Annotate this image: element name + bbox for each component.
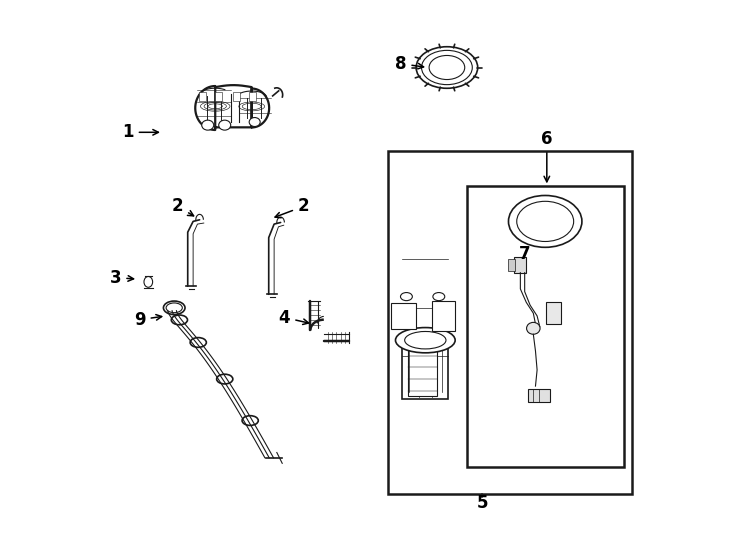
Ellipse shape	[396, 328, 455, 353]
Bar	[233, 92, 240, 102]
Bar	[432, 301, 455, 331]
Ellipse shape	[249, 118, 260, 126]
Bar	[408, 350, 437, 396]
Text: 5: 5	[476, 494, 488, 512]
Bar	[467, 186, 623, 467]
Ellipse shape	[202, 120, 214, 130]
Text: 4: 4	[279, 308, 308, 327]
Bar	[199, 92, 206, 102]
Bar	[391, 303, 416, 329]
Ellipse shape	[517, 201, 574, 241]
Text: 2: 2	[275, 197, 310, 218]
Bar	[514, 256, 526, 273]
Bar	[215, 92, 222, 102]
Bar	[528, 389, 550, 402]
Bar	[546, 302, 562, 324]
Bar	[402, 340, 448, 399]
Ellipse shape	[219, 120, 230, 130]
Ellipse shape	[526, 322, 540, 334]
Text: 7: 7	[519, 245, 531, 263]
Text: 3: 3	[109, 268, 134, 287]
Text: 1: 1	[123, 123, 159, 141]
Bar	[509, 259, 515, 271]
Ellipse shape	[509, 195, 582, 247]
Text: 9: 9	[134, 310, 161, 329]
Text: 2: 2	[172, 197, 194, 216]
Text: 6: 6	[541, 130, 553, 148]
Bar	[388, 151, 631, 494]
Bar	[249, 92, 256, 102]
Text: 8: 8	[395, 55, 424, 73]
